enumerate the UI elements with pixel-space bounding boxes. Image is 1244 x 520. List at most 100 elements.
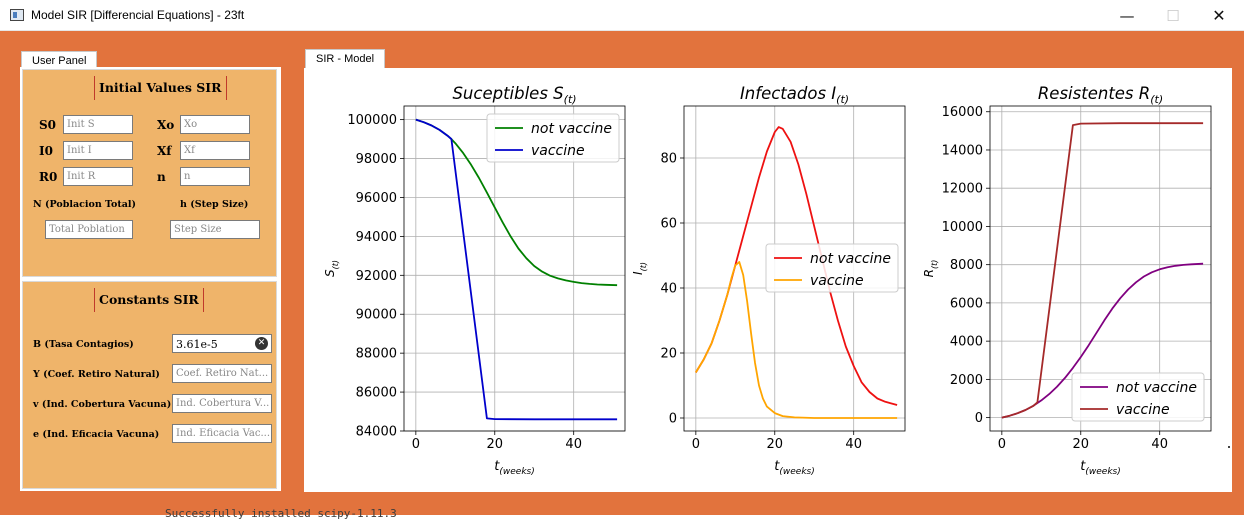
xo-label: Xo [157,118,175,132]
title-bar[interactable]: Model SIR [Differencial Equations] - 23f… [0,0,1244,31]
y-tick-label: 0 [975,411,983,426]
y-tick-label: 98000 [356,152,397,167]
tab-user-panel[interactable]: User Panel [21,51,98,71]
axes-frame [403,105,626,432]
step-size-label: h (Step Size) [180,199,249,210]
maximize-icon[interactable]: ☐ [1166,6,1180,25]
y-tick-label: 88000 [356,347,397,362]
series-line-vaccine [415,118,618,421]
y-input[interactable]: Coef. Retiro Nat... [172,364,272,383]
chart-legend: not vaccine vaccine [765,243,899,293]
y-tick-label: 90000 [356,308,397,323]
chart-3: 0 20 40 0 2000 4000 6000 8000 10000 12000 14000 160… [922,84,1212,477]
s0-label: S0 [39,118,57,132]
series-line-vaccine [1001,122,1204,419]
x-axis-label: t(weeks) [774,459,814,477]
y-tick-label: 12000 [942,182,983,197]
x-axis-label: t(weeks) [1080,459,1120,477]
y-tick-label: 16000 [942,105,983,120]
n-label: n [157,170,166,184]
v-input[interactable]: Ind. Cobertura V... [172,394,272,413]
y-tick-label: 0 [669,412,677,427]
y-tick-label: 8000 [950,258,983,273]
chart-title: Resistentes R(t) [1038,84,1163,106]
window-title: Model SIR [Differencial Equations] - 23f… [31,8,245,22]
chart-title: Infectados I(t) [740,84,849,106]
clear-icon[interactable]: ✕ [255,337,268,350]
axes-frame [683,105,906,432]
chart-legend: not vaccine vaccine [486,113,620,163]
x-tick-label: 40 [845,437,862,452]
legend-label: vaccine [810,273,864,289]
close-icon[interactable]: ✕ [1212,6,1226,25]
y-tick-label: 6000 [950,296,983,311]
xf-label: Xf [157,144,172,158]
xo-input[interactable]: Xo [180,115,250,134]
x-tick-label: 20 [486,437,503,452]
total-population-input[interactable]: Total Poblation [45,220,133,239]
y-tick-label: 4000 [950,335,983,350]
total-population-label: N (Poblacion Total) [33,199,137,210]
constants-title: Constants SIR [94,288,204,312]
legend-label: not vaccine [1116,380,1197,396]
axes-frame [989,105,1212,432]
initial-values-group: Initial Values SIR S0 Init S Xo Xo I0 In… [22,69,277,277]
chart-title: Suceptibles S(t) [452,84,576,106]
legend-label: vaccine [531,143,585,159]
legend-label: not vaccine [531,121,612,137]
tab-sir-model[interactable]: SIR - Model [305,49,386,69]
b-input[interactable]: 3.61e-5 ✕ [172,334,272,353]
series-line-vaccine [695,261,898,419]
y-tick-label: 20 [660,347,677,362]
stray-dot [1228,446,1230,448]
y-tick-label: 86000 [356,386,397,401]
y-tick-label: 96000 [356,191,397,206]
app-icon [10,9,24,21]
step-size-input[interactable]: Step Size [170,220,260,239]
plot-panel: 0 20 40 84000 86000 88000 90000 92000 94000 96000… [304,68,1232,492]
chart-1: 0 20 40 84000 86000 88000 90000 92000 94000 96000… [323,84,626,477]
r0-label: R0 [39,170,58,184]
user-panel: Initial Values SIR S0 Init S Xo Xo I0 In… [20,67,281,491]
chart-2: 0 20 40 0 20 40 60 80 Infectados I(t) t(weeks) I(t… [631,84,906,477]
legend-label: not vaccine [810,251,891,267]
sir-plots: 0 20 40 84000 86000 88000 90000 92000 94000 96000… [323,84,1212,477]
background-terminal: Successfully installed scipy-1.11.3 [0,497,1244,520]
x-tick-label: 20 [766,437,783,452]
y-tick-label: 10000 [942,220,983,235]
x-tick-label: 40 [565,437,582,452]
y-label: Y (Coef. Retiro Natural) [33,369,160,380]
v-label: v (Ind. Cobertura Vacuna) [33,399,172,410]
i0-label: I0 [39,144,53,158]
y-tick-label: 14000 [942,143,983,158]
x-tick-label: 0 [412,437,420,452]
y-tick-label: 80 [660,152,677,167]
initial-values-title: Initial Values SIR [94,76,227,100]
y-axis-label: S(t) [323,260,340,277]
s0-input[interactable]: Init S [63,115,133,134]
b-input-value: 3.61e-5 [176,338,218,351]
y-axis-label: R(t) [922,260,939,278]
legend-label: vaccine [1116,402,1170,418]
x-tick-label: 0 [692,437,700,452]
y-tick-label: 94000 [356,230,397,245]
xf-input[interactable]: Xf [180,141,250,160]
b-label: B (Tasa Contagios) [33,339,134,350]
constants-group: Constants SIR B (Tasa Contagios) 3.61e-5… [22,281,277,489]
y-tick-label: 100000 [347,113,397,128]
x-tick-label: 0 [998,437,1006,452]
e-input[interactable]: Ind. Eficacia Vac... [172,424,272,443]
x-tick-label: 40 [1151,437,1168,452]
y-tick-label: 40 [660,282,677,297]
chart-legend: not vaccine vaccine [1071,372,1205,422]
y-tick-label: 2000 [950,373,983,388]
r0-input[interactable]: Init R [63,167,133,186]
y-axis-label: I(t) [631,262,648,275]
n-input[interactable]: n [180,167,250,186]
e-label: e (Ind. Eficacia Vacuna) [33,429,160,440]
y-tick-label: 60 [660,217,677,232]
i0-input[interactable]: Init I [63,141,133,160]
minimize-icon[interactable]: — [1119,6,1135,25]
x-axis-label: t(weeks) [494,459,534,477]
